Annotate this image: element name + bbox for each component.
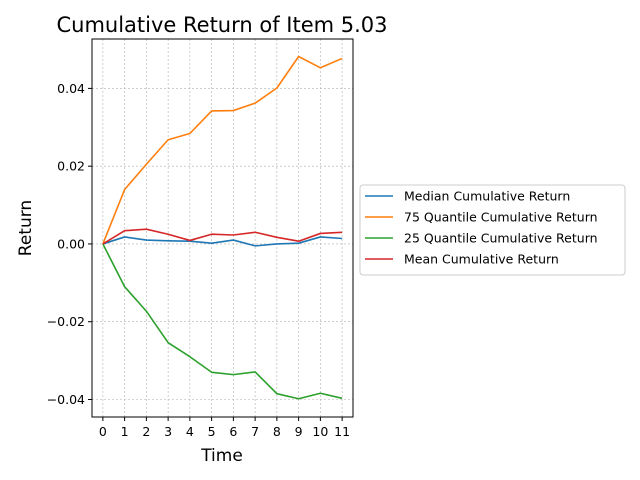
- chart-title: Cumulative Return of Item 5.03: [56, 13, 387, 37]
- x-tick-label: 2: [142, 424, 150, 439]
- median-cumulative-return-line: [102, 236, 343, 247]
- legend-label: Mean Cumulative Return: [404, 252, 559, 267]
- 75-quantile-cumulative-return-line: [102, 55, 343, 245]
- x-tick-label: 9: [295, 424, 303, 439]
- plot-area: [91, 38, 354, 418]
- legend-label: 25 Quantile Cumulative Return: [404, 231, 598, 246]
- y-tick-label: −0.02: [47, 314, 85, 329]
- axes: 0 1 2 3 4 5 6 7 8 9 10 11 −0.04 −0.02 0.00 0.02 0.04: [47, 81, 350, 439]
- x-axis-label: Time: [200, 446, 243, 466]
- grid: [92, 39, 353, 417]
- mean-cumulative-return-line: [102, 228, 343, 245]
- y-tick-label: 0.00: [57, 236, 85, 251]
- legend-label: Median Cumulative Return: [404, 189, 570, 204]
- legend-label: 75 Quantile Cumulative Return: [404, 210, 598, 225]
- y-tick-label: −0.04: [47, 392, 85, 407]
- series-lines: [102, 55, 343, 400]
- x-tick-label: 8: [273, 424, 281, 439]
- legend: Median Cumulative Return 75 Quantile Cumu…: [359, 184, 626, 276]
- y-tick-label: 0.02: [57, 159, 85, 174]
- x-tick-label: 5: [208, 424, 216, 439]
- x-tick-label: 0: [99, 424, 107, 439]
- x-tick-label: 4: [186, 424, 194, 439]
- y-tick-label: 0.04: [57, 81, 85, 96]
- x-tick-label: 11: [334, 424, 350, 439]
- y-axis-label: Return: [16, 200, 36, 256]
- 25-quantile-cumulative-return-line: [102, 243, 343, 400]
- x-tick-label: 3: [164, 424, 172, 439]
- legend-box: [359, 184, 626, 276]
- x-tick-label: 7: [251, 424, 259, 439]
- x-tick-label: 10: [312, 424, 328, 439]
- x-tick-label: 1: [121, 424, 129, 439]
- x-tick-label: 6: [229, 424, 237, 439]
